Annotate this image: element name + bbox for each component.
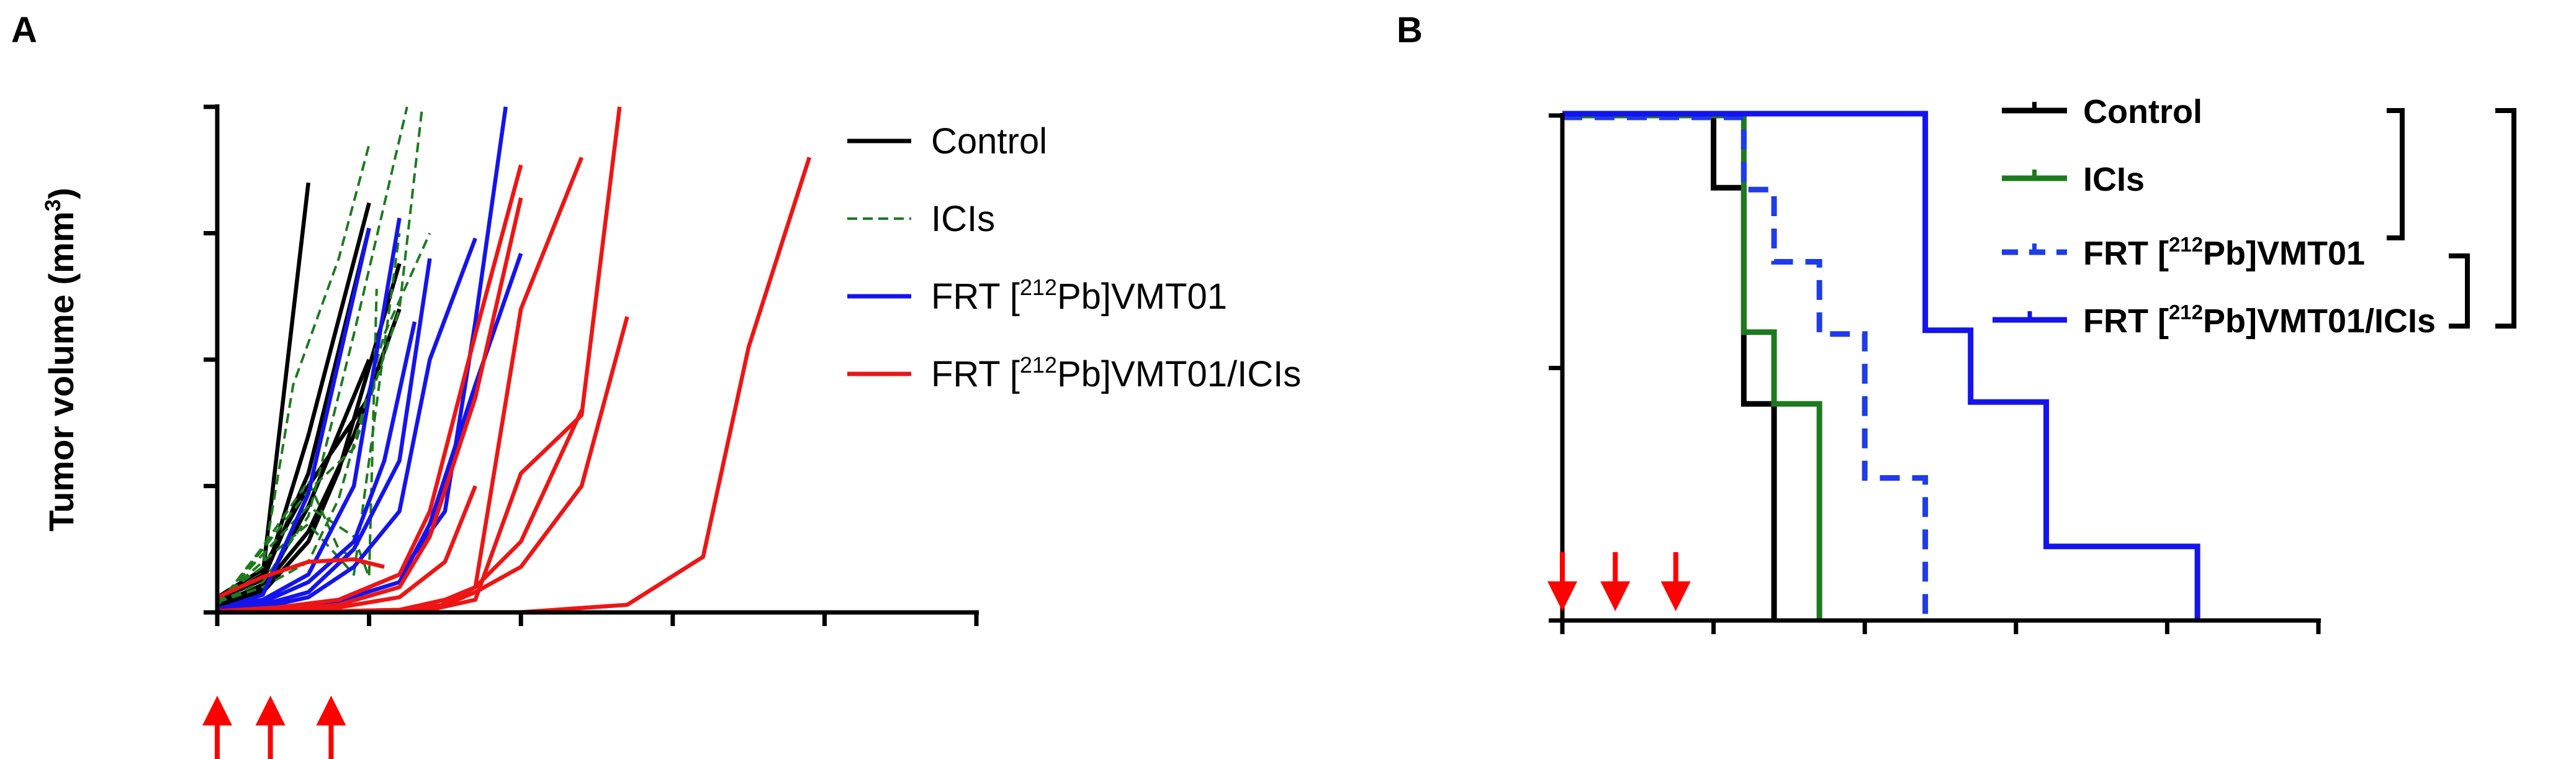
legend-label-part: 212 (2169, 233, 2203, 256)
treatment-arrow (1547, 552, 1577, 611)
legend-label-part: FRT [ (931, 354, 1020, 394)
legend-item-icis: ICIs (847, 199, 995, 239)
series-line (217, 164, 523, 614)
significance-bracket (2387, 108, 2405, 240)
series-line (217, 232, 431, 604)
series-line (216, 396, 371, 599)
legend-label-part: Pb]VMT01 (1057, 276, 1227, 317)
series-line (216, 288, 378, 605)
series-line (216, 182, 311, 604)
treatment-arrow-head (1547, 581, 1577, 611)
y-axis-title-part: 3 (41, 199, 65, 211)
legend-label-part: 212 (2169, 301, 2203, 324)
treatment-arrow (316, 696, 346, 759)
series-line (217, 217, 402, 611)
survival-curve-frt-212pb-vmt01-icis (1562, 111, 2200, 620)
treatment-arrow-head (202, 696, 232, 725)
legend-label-part: 212 (1020, 275, 1057, 300)
series-line (216, 144, 371, 601)
legend-label-part: Control (931, 121, 1047, 161)
series-line (217, 106, 408, 604)
legend-label: FRT [212Pb]VMT01/ICIs (931, 352, 1301, 394)
legend-label: Control (2083, 93, 2202, 130)
legend-item-frt-212pb-vmt01: FRT [212Pb]VMT01 (847, 275, 1227, 317)
series-icis (216, 106, 431, 607)
treatment-arrow-head (1660, 581, 1691, 611)
treatment-arrow (1600, 552, 1631, 611)
significance-bracket (2495, 108, 2516, 329)
treatment-arrow (1660, 552, 1691, 611)
panel-b-label: B (1397, 10, 1423, 50)
legend-label: ICIs (931, 199, 995, 239)
legend-label-part: ICIs (2083, 161, 2145, 198)
treatment-arrow-head (255, 696, 286, 725)
legend-label-part: Control (2083, 93, 2202, 130)
series-line (216, 557, 385, 599)
series-line (216, 202, 371, 607)
legend-label-part: ICIs (931, 199, 995, 239)
legend-item-frt-212pb-vmt01-icis: FRT [212Pb]VMT01/ICIs (1993, 301, 2436, 340)
treatment-arrow (202, 696, 232, 759)
legend-item-control: Control (847, 121, 1047, 161)
treatment-arrow (255, 696, 286, 759)
legend-item-control: Control (2002, 93, 2202, 130)
series-line (217, 258, 432, 612)
treatment-arrow-head (1600, 581, 1631, 611)
y-axis-title: Tumor volume (mm3) (41, 188, 81, 532)
series-line (216, 233, 401, 602)
survival-curve-frt-212pb-vmt01 (1562, 114, 1929, 620)
bracket-line (2449, 253, 2470, 329)
legend-item-icis: ICIs (2002, 161, 2145, 198)
legend-label-part: FRT [ (2083, 302, 2169, 340)
y-axis-title-part: Tumor volume (mm (42, 211, 81, 531)
series-line (216, 106, 424, 606)
significance-brackets (2387, 108, 2516, 329)
panel-a-label: A (11, 10, 37, 50)
bracket-line (2387, 108, 2405, 240)
legend-item-frt-212pb-vmt01-icis: FRT [212Pb]VMT01/ICIs (847, 352, 1301, 394)
significance-bracket (2449, 253, 2470, 329)
legend-item-frt-212pb-vmt01: FRT [212Pb]VMT01 (2002, 233, 2365, 272)
survival-curve-icis (1562, 112, 1822, 620)
legend-label: FRT [212Pb]VMT01 (931, 275, 1227, 317)
y-axis-title-part: ) (42, 188, 81, 199)
legend-label: FRT [212Pb]VMT01 (2083, 233, 2365, 272)
legend-label-part: 212 (1020, 352, 1057, 378)
legend-label-part: Pb]VMT01/ICIs (1057, 354, 1301, 394)
legend-label: FRT [212Pb]VMT01/ICIs (2083, 301, 2436, 340)
bracket-line (2495, 108, 2516, 329)
legend-label-part: Pb]VMT01/ICIs (2203, 302, 2436, 340)
legend-label: ICIs (2083, 161, 2145, 198)
treatment-arrow-head (316, 696, 346, 725)
series-line (217, 263, 402, 608)
legend-label-part: FRT [ (931, 276, 1020, 317)
legend-label-part: FRT [ (2083, 235, 2169, 272)
legend-label: Control (931, 121, 1047, 161)
legend-label-part: Pb]VMT01 (2203, 235, 2365, 272)
